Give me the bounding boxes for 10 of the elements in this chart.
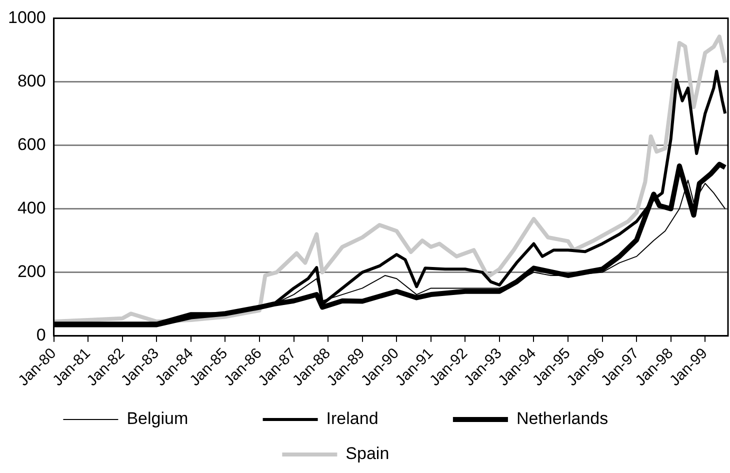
y-tick-label: 1000: [8, 8, 46, 27]
y-tick-label: 0: [36, 326, 46, 345]
y-tick-label: 200: [17, 262, 46, 281]
legend-label: Belgium: [126, 409, 245, 428]
legend-label: Netherlands: [516, 409, 665, 428]
y-tick-label: 800: [17, 71, 46, 90]
y-tick-label: 400: [17, 198, 46, 218]
y-tick-label: 600: [17, 134, 46, 154]
legend-label: Spain: [346, 444, 446, 464]
legend-label: Ireland: [326, 409, 435, 428]
